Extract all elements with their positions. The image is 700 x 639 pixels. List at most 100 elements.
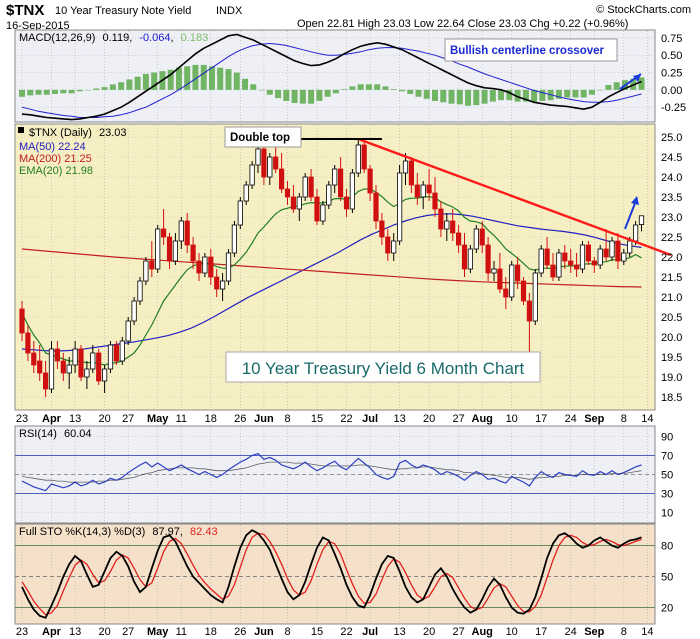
candle-body — [278, 168, 285, 190]
macd-histogram-bar — [588, 89, 595, 95]
macd-histogram-bar — [506, 89, 513, 101]
candle-body — [320, 204, 326, 222]
price-close-value: 23.03 — [99, 127, 127, 139]
rsi-plot — [15, 452, 655, 492]
candle-body — [402, 160, 409, 174]
x-tick-label: 15 — [311, 413, 323, 425]
x-tick-label: Apr — [42, 626, 62, 638]
axis-ticks: 23 23 Apr Apr 13 13 20 20 27 27 May May 11 11 18 18 26 26… — [16, 33, 686, 638]
double-top-callout: Double top — [224, 126, 302, 148]
candle-body — [585, 244, 592, 262]
sto-k-line — [21, 529, 642, 619]
x-tick-label: Apr — [42, 413, 62, 425]
macd-histogram-bar — [200, 64, 207, 90]
candle-body — [479, 228, 485, 246]
candle-body — [84, 368, 90, 378]
candle-body — [355, 144, 361, 174]
x-tick-label: 8 — [621, 626, 627, 638]
macd-histogram-bar — [415, 89, 422, 97]
candle-body — [391, 240, 397, 254]
macd-histogram-bar — [283, 89, 290, 101]
x-tick-label: 20 — [423, 626, 435, 638]
candle-body — [332, 168, 338, 186]
candle-body — [491, 268, 497, 274]
x-tick-label: 10 — [506, 413, 518, 425]
x-tick-label: 10 — [506, 626, 518, 638]
macd-histogram-bar — [167, 69, 174, 90]
x-tick-label: 14 — [641, 626, 653, 638]
macd-histogram-bar — [613, 82, 620, 90]
x-tick-label: 13 — [69, 626, 81, 638]
rsi-value: 60.04 — [64, 428, 92, 440]
macd-histogram-bar — [291, 89, 298, 103]
macd-histogram-bar — [208, 66, 215, 90]
x-tick-label: 8 — [621, 413, 627, 425]
macd-hist-value: 0.183 — [181, 32, 209, 44]
candle-body — [367, 168, 373, 194]
macd-histogram-bar — [481, 89, 488, 104]
candle-body — [25, 332, 31, 354]
candle-body — [267, 156, 273, 178]
x-tick-label: Jun — [254, 626, 274, 638]
price-legend: $TNX (Daily) 23.03 MA(50) 22.24 MA(200) … — [18, 127, 127, 177]
macd-line — [21, 33, 642, 121]
x-tick-label: 11 — [176, 413, 187, 425]
candle-body — [273, 156, 279, 170]
x-tick-label: 23 — [16, 626, 28, 638]
double-top-text: Double top — [230, 132, 290, 144]
macd-histogram-bar — [126, 79, 133, 90]
candle-body — [432, 192, 438, 210]
candle-body — [450, 220, 456, 234]
x-tick-label: 24 — [565, 626, 577, 638]
macd-histogram-bar — [27, 89, 34, 96]
macd-tick-label: 0.25 — [661, 68, 682, 80]
candle-body — [119, 340, 125, 362]
candle-body — [155, 228, 161, 270]
candle-body — [143, 260, 149, 282]
macd-histogram-bar — [43, 89, 50, 95]
candle-body — [361, 144, 367, 170]
candle-body — [214, 276, 220, 290]
candle-body — [284, 188, 291, 198]
macd-annotation: Bullish centerline crossover — [444, 38, 618, 62]
macd-histogram-bar — [101, 87, 108, 90]
candle-body — [550, 264, 556, 278]
price-tick-label: 18.5 — [661, 392, 682, 404]
candle-body — [261, 148, 267, 178]
x-tick-label: May — [147, 626, 169, 638]
candle-body — [473, 228, 479, 250]
macd-histogram-bar — [19, 89, 25, 97]
macd-histogram-bar — [109, 84, 116, 90]
macd-histogram-bar — [357, 84, 364, 90]
candle-body — [503, 288, 509, 298]
macd-histogram-bar — [225, 69, 232, 90]
price-tick-label: 24.5 — [661, 152, 682, 164]
x-tick-label: 23 — [16, 413, 28, 425]
x-tick-label: 17 — [535, 626, 547, 638]
candle-body — [178, 220, 184, 242]
candle-body — [638, 215, 645, 226]
ma50-line — [21, 213, 642, 352]
macd-histogram-bar — [266, 89, 273, 95]
macd-histogram-bar — [580, 89, 587, 98]
candle-body — [349, 172, 356, 210]
x-tick-label: 15 — [311, 626, 323, 638]
macd-histogram-bar — [638, 77, 645, 90]
x-tick-label: Jun — [254, 413, 274, 425]
price-tick-label: 20.5 — [661, 312, 682, 324]
sto-d-line — [21, 532, 642, 616]
rsi-average-line — [21, 461, 642, 483]
candle-body — [237, 200, 243, 226]
x-tick-label: Sep — [584, 413, 604, 425]
macd-histogram-bar — [605, 85, 612, 90]
candle-body — [243, 184, 249, 202]
candle-body — [343, 196, 350, 210]
candle-body — [37, 360, 43, 374]
x-tick-label: 8 — [284, 413, 290, 425]
x-tick-label: 13 — [393, 413, 405, 425]
price-label: $TNX (Daily) — [29, 127, 92, 139]
candle-body — [19, 308, 25, 334]
rsi-tick-label: 10 — [661, 508, 673, 520]
